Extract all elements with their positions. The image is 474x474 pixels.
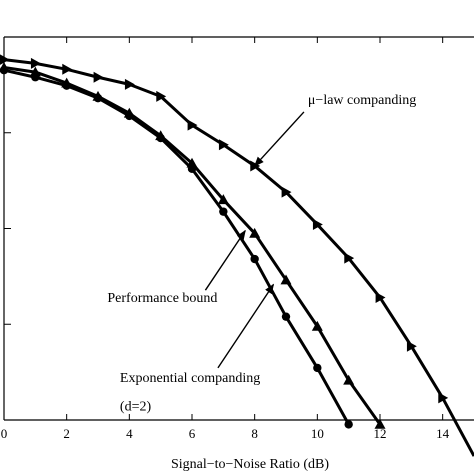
x-tick-label: 0 [1, 426, 8, 441]
data-point [281, 312, 291, 321]
data-point [313, 363, 322, 373]
x-tick-label: 12 [374, 426, 387, 441]
data-point [250, 254, 259, 264]
data-point [187, 164, 197, 174]
data-point [312, 219, 323, 231]
data-point [62, 63, 73, 75]
series-3 [0, 66, 353, 429]
axes: 0 2 4 6 8 10 12 14 [1, 36, 474, 441]
annotation-bound: Performance bound [107, 291, 217, 306]
data-point [31, 73, 40, 82]
annotations-group: μ−law companding Performance bound Exponen… [107, 93, 416, 415]
data-point [156, 90, 167, 102]
data-point [281, 186, 292, 198]
x-tick-label: 14 [436, 426, 450, 441]
x-tick-label: 2 [63, 426, 70, 441]
data-point [280, 274, 292, 285]
x-tick-label: 8 [251, 426, 258, 441]
series-line [3, 68, 350, 426]
data-point [29, 66, 41, 77]
data-point [406, 340, 417, 352]
data-point [219, 207, 228, 216]
annotation-exp1: Exponential companding [120, 371, 260, 386]
data-point [62, 81, 71, 90]
data-point [375, 292, 386, 304]
data-point [93, 71, 104, 83]
annotation-arrow-exp1 [217, 283, 275, 369]
series-line [3, 58, 474, 457]
data-point [249, 227, 261, 238]
data-point [438, 392, 449, 404]
data-point [93, 93, 103, 103]
annotation-mulaw: μ−law companding [308, 93, 416, 108]
data-point [374, 418, 386, 429]
data-point [0, 54, 10, 65]
data-point [344, 252, 355, 264]
x-tick-label: 4 [126, 426, 133, 441]
annotation-exp2: (d=2) [120, 400, 152, 415]
data-point [0, 66, 9, 75]
data-point [344, 420, 353, 429]
data-point [124, 78, 135, 90]
annotation-arrow-mulaw [253, 111, 305, 167]
series-group [0, 54, 474, 457]
data-point [125, 111, 134, 121]
data-point [187, 119, 198, 131]
data-point [156, 133, 165, 143]
data-point [218, 139, 229, 151]
x-tick-label: 10 [311, 426, 324, 441]
data-point [343, 374, 355, 385]
data-point [311, 320, 323, 331]
x-axis-label: Signal−to−Noise Ratio (dB) [171, 457, 329, 472]
data-point [30, 57, 41, 69]
x-tick-label: 6 [189, 426, 196, 441]
annotation-arrow-bound [204, 229, 246, 291]
data-point [217, 194, 229, 205]
